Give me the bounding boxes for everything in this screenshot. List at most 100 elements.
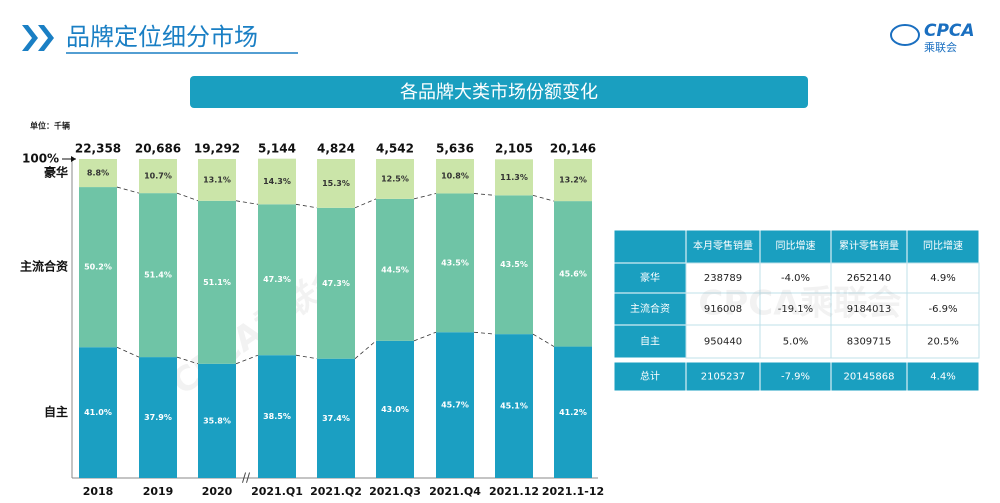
value-label: 43.5%	[441, 258, 469, 267]
value-label: 15.3%	[322, 179, 350, 188]
column-header: 同比增速	[776, 239, 816, 252]
value-label: 50.2%	[84, 263, 112, 272]
series-label: 自主	[44, 404, 68, 419]
bar-segment	[258, 158, 296, 205]
value-label: 44.5%	[381, 265, 409, 274]
value-label: 10.7%	[144, 172, 172, 181]
cell	[906, 324, 980, 359]
value-label: 13.1%	[203, 175, 231, 184]
connector	[354, 340, 377, 359]
bar-segment	[554, 346, 592, 478]
connector	[473, 193, 496, 196]
connector	[295, 354, 318, 360]
x-tick-label: 2021.Q2	[310, 485, 362, 498]
connector	[116, 346, 140, 358]
bar-segment	[198, 363, 236, 478]
page-title: 品牌定位细分市场	[66, 23, 258, 51]
axis-break: //	[242, 471, 251, 485]
total-label: 20,146	[550, 142, 596, 156]
bar-segment	[317, 358, 355, 478]
x-tick-label: 2018	[83, 485, 114, 498]
value-label: 14.3%	[263, 177, 291, 186]
y-tick-label: 100%	[22, 152, 59, 166]
cell	[685, 262, 761, 294]
connector	[176, 356, 199, 365]
bar-segment	[554, 159, 592, 202]
x-tick-label: 2020	[202, 485, 233, 498]
column-header: 同比增速	[923, 239, 963, 252]
chart-banner	[190, 76, 808, 108]
connector	[532, 194, 555, 202]
series-label: 豪华	[44, 165, 68, 180]
value-label: 41.2%	[559, 408, 587, 417]
header-cell	[685, 229, 761, 264]
cell-text: 2105237	[701, 372, 746, 383]
connector	[473, 331, 496, 335]
x-tick-label: 2021.Q1	[251, 485, 303, 498]
value-label: 38.5%	[263, 412, 291, 421]
value-label: 45.1%	[500, 402, 528, 411]
cell-text: 20.5%	[927, 337, 959, 348]
value-label: 47.3%	[322, 279, 350, 288]
chevrons	[22, 25, 54, 51]
value-label: 11.3%	[500, 173, 528, 182]
x-tick-label: 2021.Q3	[369, 485, 421, 498]
bar-segment	[198, 200, 236, 364]
total-label: 19,292	[194, 142, 240, 156]
logo-subtext: 乘联会	[924, 41, 957, 54]
connector	[413, 193, 437, 200]
chart-title: 各品牌大类市场份额变化	[400, 82, 598, 103]
bar-segment	[258, 204, 296, 356]
cell-text: 950440	[704, 337, 742, 348]
bar-segment	[376, 340, 414, 478]
bar-segment	[139, 193, 177, 358]
bar-segment	[139, 357, 177, 478]
logo-text: CPCA	[924, 21, 975, 41]
row-label: 主流合资	[630, 302, 670, 315]
series-label: 主流合资	[20, 259, 68, 274]
connector	[532, 333, 555, 347]
cell-text: 8309715	[847, 337, 892, 348]
total-label: 4,824	[317, 142, 355, 156]
cell-text: 2652140	[847, 273, 892, 284]
bar-segment	[376, 198, 414, 341]
cell-text: 916008	[704, 304, 742, 315]
bar-segment	[436, 159, 474, 194]
column-header: 累计零售销量	[839, 239, 899, 252]
cell-text: 20145868	[844, 372, 895, 383]
x-tick-label: 2021.Q4	[429, 485, 481, 498]
x-tick-label: 2021.12	[489, 485, 539, 498]
bar-segment	[139, 159, 177, 194]
value-label: 43.5%	[500, 260, 528, 269]
bar-segment	[317, 159, 355, 208]
watermark: CPCA乘联会	[698, 284, 901, 324]
connector	[235, 200, 259, 205]
cell-text: -19.1%	[778, 304, 813, 315]
cell	[830, 324, 908, 359]
value-label: 8.8%	[87, 169, 109, 178]
cell-text: 4.4%	[930, 372, 955, 383]
header-cell	[613, 229, 687, 264]
cell	[830, 361, 908, 392]
bar-segment	[436, 332, 474, 478]
value-label: 41.0%	[84, 408, 112, 417]
value-label: 51.1%	[203, 278, 231, 287]
cell-text: -6.9%	[928, 304, 957, 315]
cell-text: 5.0%	[783, 337, 808, 348]
cell-text: -7.9%	[781, 372, 810, 383]
row-label-cell	[613, 324, 687, 359]
connector	[235, 354, 259, 365]
connector	[413, 331, 437, 342]
row-label: 总计	[640, 370, 660, 383]
header-cell	[906, 229, 980, 264]
value-label: 13.2%	[559, 176, 587, 185]
total-label: 22,358	[75, 142, 121, 156]
value-label: 37.4%	[322, 414, 350, 423]
connector	[116, 186, 140, 194]
value-label: 45.7%	[441, 401, 469, 410]
cell	[906, 361, 980, 392]
value-label: 12.5%	[381, 174, 409, 183]
bar-segment	[554, 201, 592, 347]
